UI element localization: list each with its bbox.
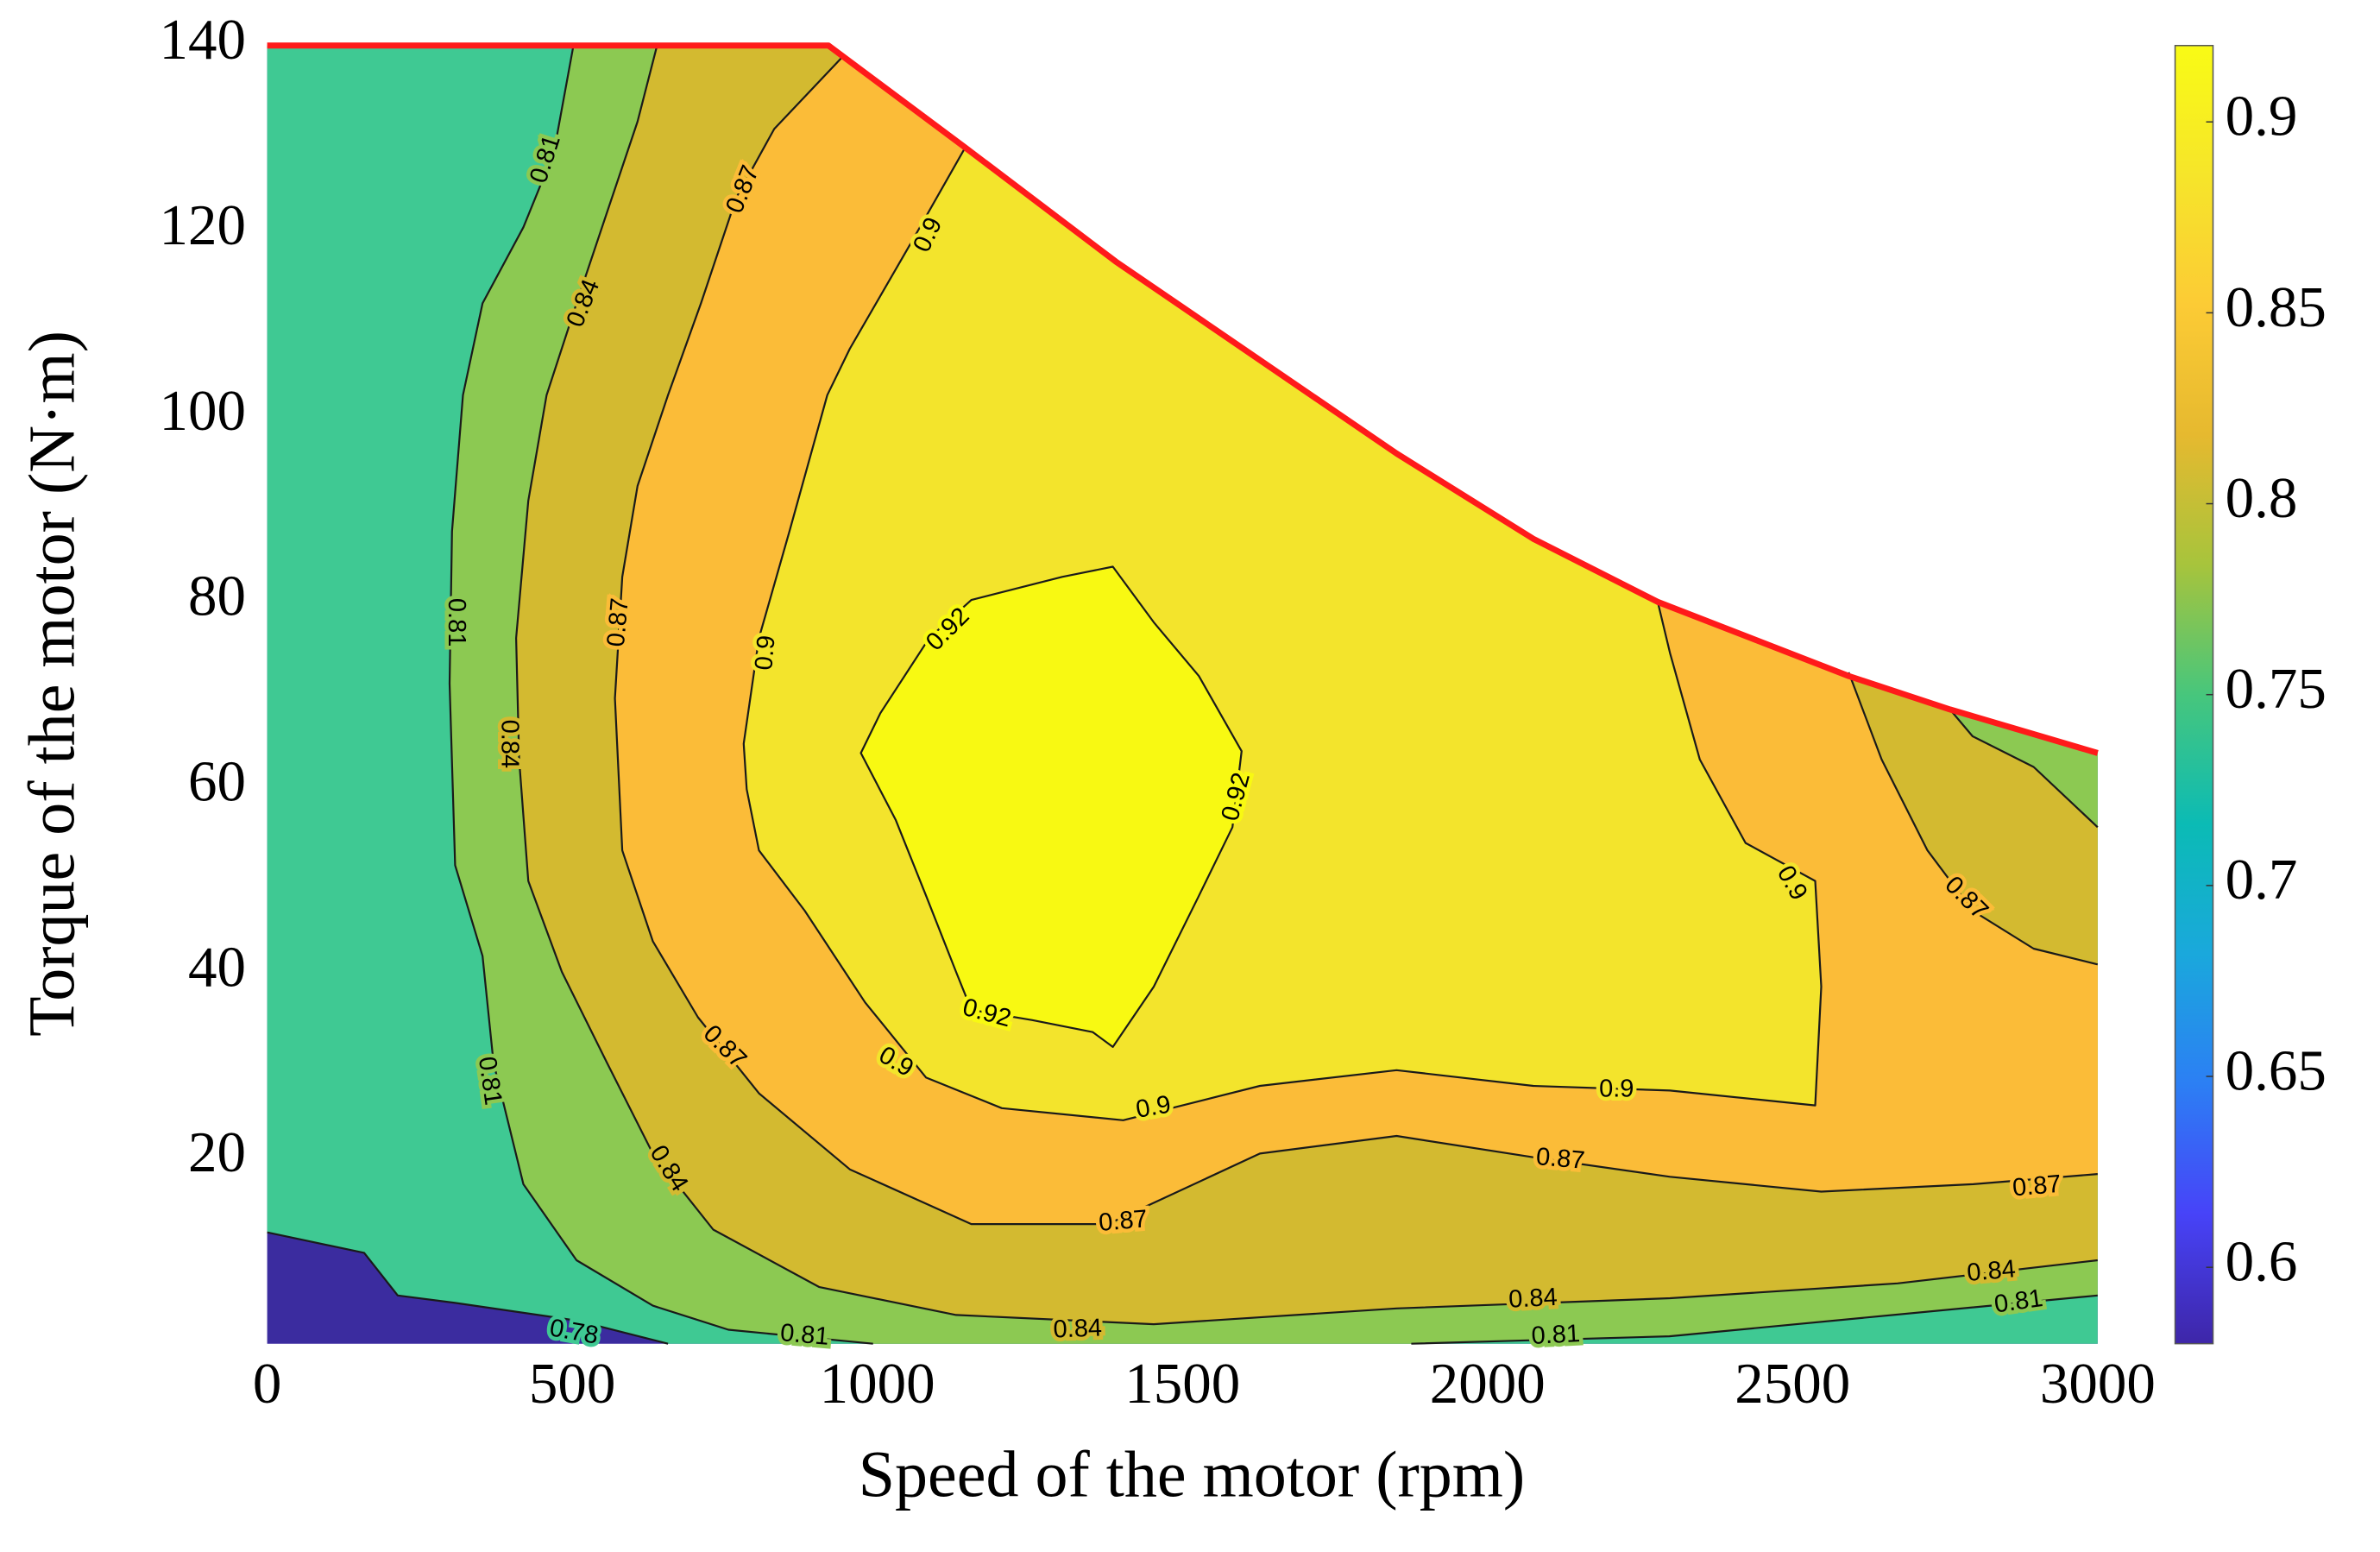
contour-label: 0.9: [750, 634, 780, 672]
contour-line: [448, 45, 873, 1345]
y-tick-label: 120: [159, 193, 246, 257]
contour-label: 0.84: [1508, 1284, 1558, 1314]
y-tick-label: 20: [188, 1120, 246, 1184]
contour-fill: [860, 566, 1242, 1047]
colorbar-tick-label: 0.75: [2226, 657, 2326, 721]
colorbar-tick-label: 0.65: [2226, 1038, 2326, 1102]
x-tick-label: 2000: [1430, 1352, 1546, 1416]
axes: 0 500 1000 1500 2000 2500 3000 20 40 60 80 100 120 14…: [159, 8, 2326, 1416]
x-tick-label: 1500: [1124, 1352, 1240, 1416]
contour-label: 0.87: [2012, 1170, 2062, 1202]
x-tick-label: 3000: [2040, 1352, 2156, 1416]
y-tick-label: 140: [159, 8, 246, 72]
contour-line: [614, 55, 2098, 1226]
contour-label: 0.81: [779, 1319, 830, 1351]
colorbar-tick-label: 0.85: [2226, 275, 2326, 339]
contour-label: 0.81: [443, 598, 470, 647]
contour-label: 0.81: [1531, 1320, 1581, 1350]
contour-label: 0.87: [602, 597, 634, 648]
y-tick-label: 60: [188, 750, 246, 814]
y-tick-label: 40: [188, 935, 246, 999]
colorbar-tick-label: 0.6: [2226, 1230, 2298, 1294]
x-axis-title: Speed of the motor (rpm): [859, 1438, 1525, 1511]
max-torque-curve: [267, 42, 2099, 756]
contour-line: [859, 565, 1243, 1048]
colorbar-tick-label: 0.9: [2226, 85, 2298, 148]
y-tick-label: 100: [159, 379, 246, 443]
contour-line: [1411, 1294, 2098, 1345]
contour-line: [515, 45, 2098, 1326]
contour-label: 0.84: [1966, 1255, 2017, 1287]
colorbar-tick-label: 0.7: [2226, 848, 2298, 912]
x-tick-label: 2500: [1735, 1352, 1850, 1416]
contour-label: 0.84: [496, 720, 524, 768]
contour-label: 0.87: [1098, 1205, 1149, 1237]
contour-line: [742, 147, 1823, 1121]
contour-lines: [267, 42, 2099, 1345]
y-tick-label: 80: [188, 565, 246, 628]
colorbar-tick-label: 0.8: [2226, 466, 2298, 530]
contour-label: 0.87: [1535, 1143, 1586, 1175]
contour-label: 0.9: [1599, 1076, 1634, 1103]
x-tick-label: 500: [529, 1352, 616, 1416]
contour-label: 0.84: [1053, 1315, 1103, 1344]
contour-line: [1848, 672, 2099, 966]
contour-line: [267, 1231, 669, 1345]
x-tick-label: 1000: [820, 1352, 935, 1416]
x-tick-label: 0: [253, 1352, 282, 1416]
y-axis-title: Torque of the motor (N·m): [16, 331, 88, 1037]
contour-line: [1949, 709, 2099, 829]
